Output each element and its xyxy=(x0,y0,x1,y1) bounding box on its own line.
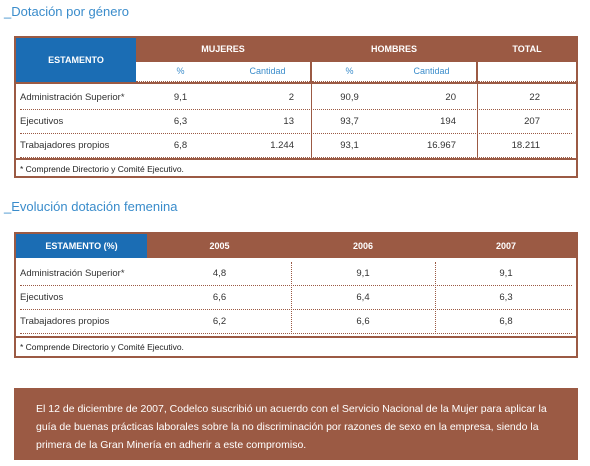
row-line xyxy=(20,86,572,110)
value-cell: 9,1 xyxy=(356,268,370,279)
value-cell: 9,1 xyxy=(173,92,188,103)
header-cell: ESTAMENTO (%) xyxy=(16,234,147,258)
value-cell: 6,8 xyxy=(173,140,188,151)
note: El 12 de diciembre de 2007, Codelco susc… xyxy=(14,388,578,460)
header-cell: ESTAMENTO xyxy=(16,38,136,82)
value-cell: 6,4 xyxy=(356,292,370,303)
row-line xyxy=(20,310,572,334)
value-cell: 1.244 xyxy=(270,140,294,151)
column-separator xyxy=(477,84,478,158)
row-label: Trabajadores propios xyxy=(20,316,110,327)
column-separator xyxy=(291,262,292,334)
column-separator xyxy=(435,262,436,334)
value-cell: 93,1 xyxy=(340,140,359,151)
footnote: * Comprende Directorio y Comité Ejecutiv… xyxy=(16,158,576,176)
year-header: 2007 xyxy=(495,241,517,251)
value-cell: 6,3 xyxy=(499,292,513,303)
group-header: MUJERES xyxy=(201,44,245,54)
value-cell: 6,6 xyxy=(212,292,227,303)
value-cell: 6,3 xyxy=(173,116,188,127)
subheader: Cantidad xyxy=(413,66,450,76)
value-cell: 6,6 xyxy=(356,316,370,327)
value-cell: 13 xyxy=(283,116,294,127)
group-header: HOMBRES xyxy=(370,44,417,54)
value-cell: 22 xyxy=(529,92,540,103)
female-table: ESTAMENTO (%) 2005 2006 2007 Administración … xyxy=(14,232,578,358)
row-label: Administración Superior* xyxy=(20,268,125,279)
row-label: Administración Superior* xyxy=(20,92,125,103)
row-line xyxy=(20,286,572,310)
value-cell: 207 xyxy=(524,116,540,127)
value-cell: 16.967 xyxy=(426,140,456,151)
subheader-band xyxy=(136,62,310,82)
gender-table: ESTAMENTO MUJERES HOMBRES TOTAL% Cantidad% Ca… xyxy=(14,36,578,178)
value-cell: 9,1 xyxy=(499,268,513,279)
year-header: 2006 xyxy=(352,241,374,251)
value-cell: 6,8 xyxy=(499,316,513,327)
row-label: Trabajadores propios xyxy=(20,140,110,151)
row-label: Ejecutivos xyxy=(20,116,64,127)
section-title: _Dotación por género xyxy=(4,4,130,19)
subheader: Cantidad xyxy=(249,66,286,76)
subheader: % xyxy=(176,66,185,76)
value-cell: 93,7 xyxy=(340,116,359,127)
value-cell: 2 xyxy=(288,92,294,103)
row-label: Ejecutivos xyxy=(20,292,64,303)
row-line xyxy=(20,134,572,158)
value-cell: 90,9 xyxy=(340,92,359,103)
subheader-band xyxy=(312,62,476,82)
section-title: _Evolución dotación femenina xyxy=(4,199,178,214)
value-cell: 194 xyxy=(440,116,456,127)
subheader-band xyxy=(478,62,576,82)
footnote: * Comprende Directorio y Comité Ejecutiv… xyxy=(16,336,576,356)
year-header: 2005 xyxy=(209,241,230,251)
row-line xyxy=(20,262,572,286)
value-cell: 20 xyxy=(445,92,456,103)
subheader: % xyxy=(345,66,354,76)
value-cell: 18.211 xyxy=(511,140,540,151)
column-separator xyxy=(311,84,312,158)
value-cell: 6,2 xyxy=(212,316,227,327)
row-line xyxy=(20,110,572,134)
value-cell: 4,8 xyxy=(212,268,227,279)
group-header: TOTAL xyxy=(512,44,542,54)
